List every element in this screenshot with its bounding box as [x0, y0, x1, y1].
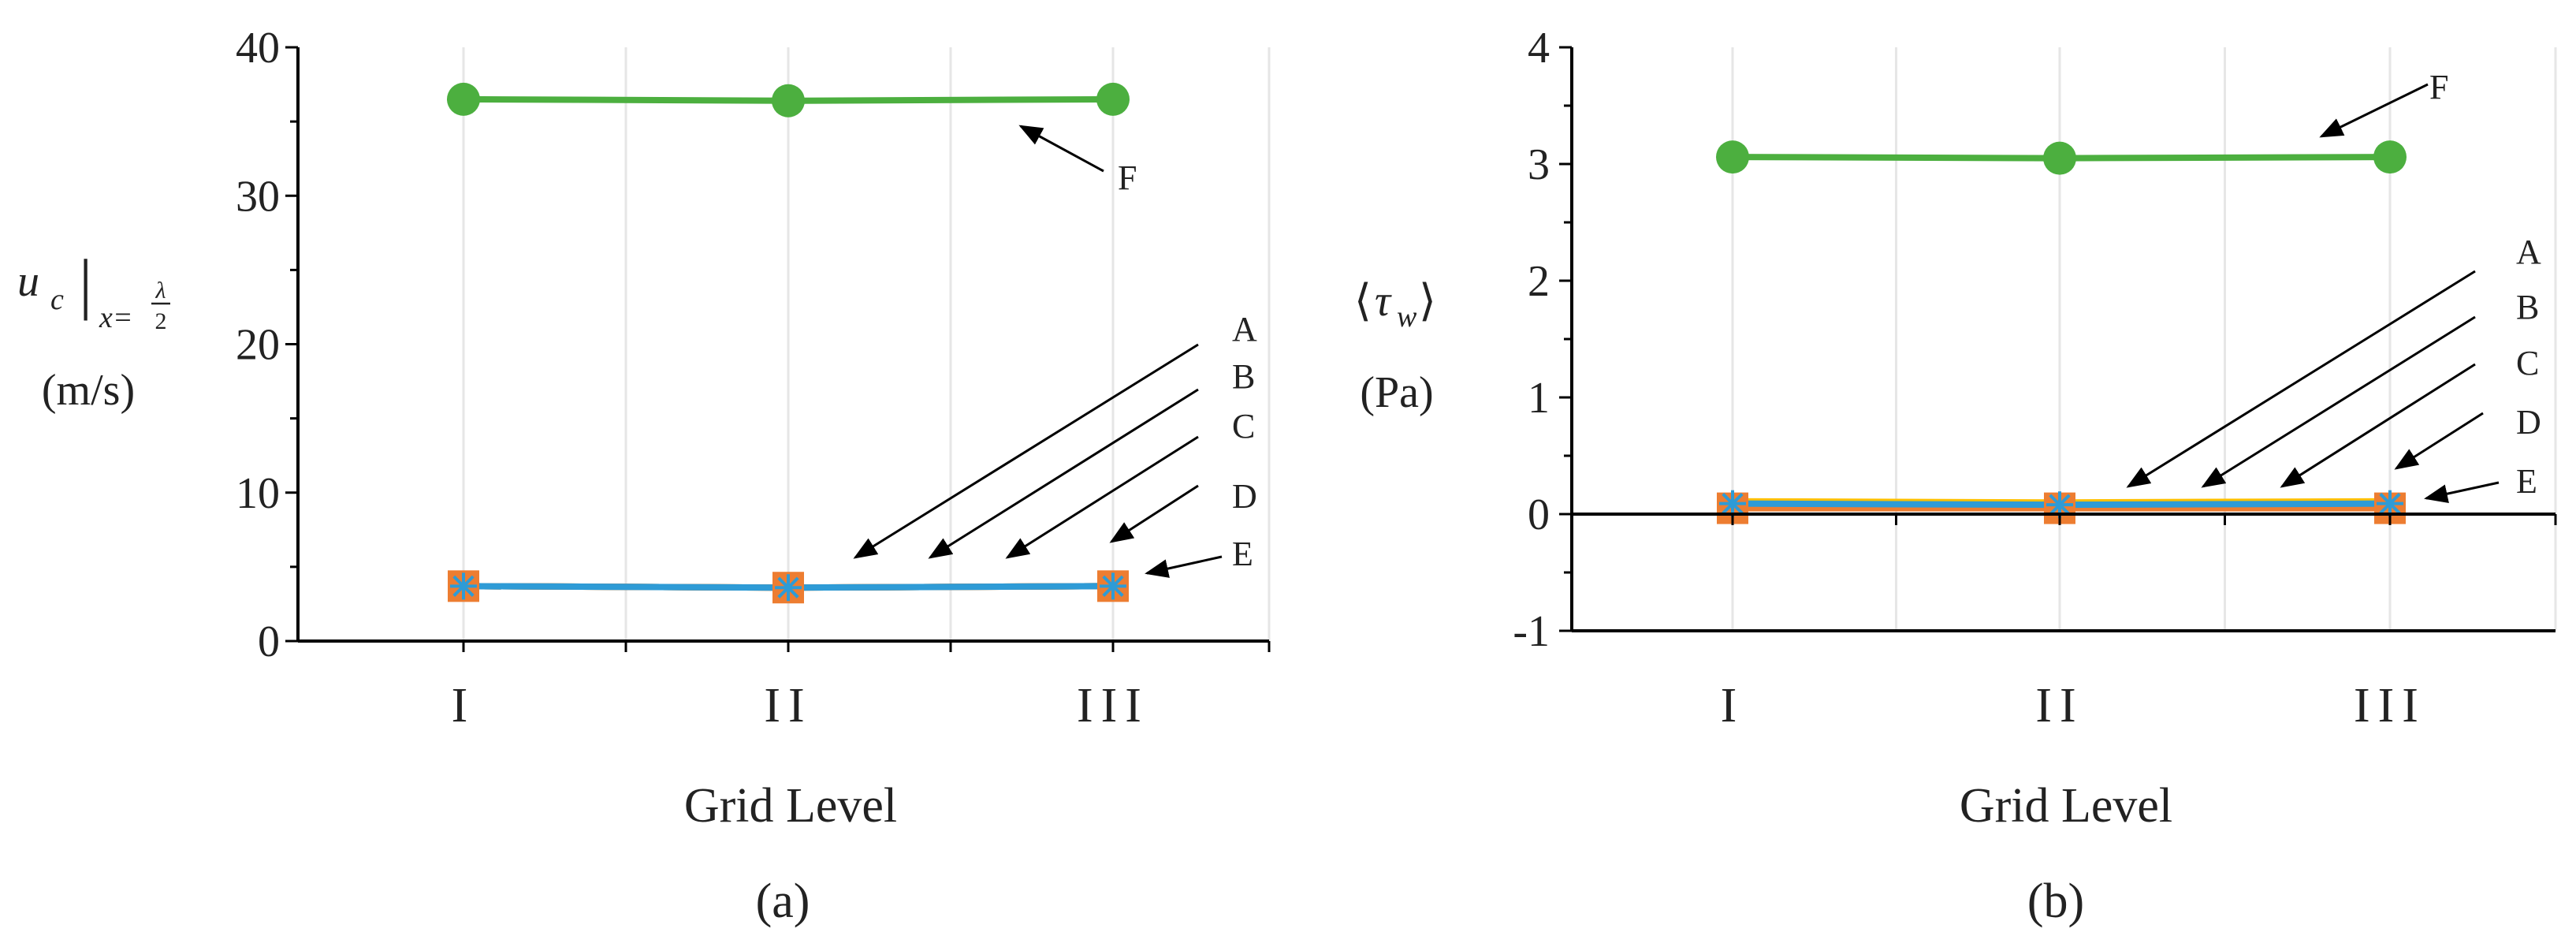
- chart-b-callouts: A B C D E F: [2126, 68, 2541, 503]
- callout-b-arrow-A: [2126, 270, 2476, 488]
- y-tick-label-a-1: 10: [236, 469, 280, 518]
- y-tick-label-b-4: 3: [1528, 140, 1550, 189]
- chart-b-y-axis-label: ⟨ τ w ⟩ (Pa): [1354, 277, 1436, 417]
- ylabel-b-subscript: w: [1397, 300, 1417, 334]
- callout-a-label-F: F: [1118, 158, 1137, 197]
- callout-a-arrow-B: [928, 388, 1199, 559]
- ylabel-b-units: (Pa): [1360, 368, 1433, 417]
- x-tick-label-a-1: II: [764, 679, 812, 733]
- callout-a-label-B: B: [1232, 357, 1255, 396]
- ylabel-a-symbol: u: [17, 257, 39, 306]
- chart-a-x-axis-title: Grid Level: [684, 779, 897, 833]
- x-tick-label-b-1: II: [2035, 679, 2083, 733]
- callout-b-arrow-D: [2394, 412, 2484, 470]
- ylabel-b-right-bracket: ⟩: [1419, 277, 1436, 326]
- ylabel-b-left-bracket: ⟨: [1354, 277, 1372, 326]
- ylabel-a-frac-numerator: λ: [155, 278, 166, 304]
- data-point-a-E-2: [1100, 572, 1126, 600]
- y-tick-label-b-1: 0: [1528, 490, 1550, 539]
- ylabel-a-units: (m/s): [42, 366, 135, 415]
- callout-a-arrow-D: [1109, 484, 1199, 543]
- chart-b-series: [1716, 140, 2407, 524]
- data-point-a-F-1: [772, 84, 805, 117]
- ylabel-a-eval-bar: |: [79, 245, 92, 321]
- callout-a-label-A: A: [1232, 310, 1257, 349]
- data-point-b-F-2: [2373, 140, 2407, 174]
- callout-b-label-C: C: [2516, 344, 2539, 382]
- ylabel-a-subscript-x: x=: [99, 301, 133, 334]
- chart-a-y-axis-label: u c | x= λ 2 (m/s): [17, 245, 170, 415]
- chart-a-callouts: A B C D E F: [853, 125, 1257, 578]
- x-tick-label-b-2: III: [2354, 679, 2426, 733]
- data-point-a-E-1: [775, 574, 802, 602]
- data-point-b-F-1: [2043, 141, 2076, 175]
- chart-a-axes: [285, 46, 1271, 652]
- chart-b-x-axis-title: Grid Level: [1960, 779, 2172, 833]
- callout-b-label-B: B: [2516, 288, 2539, 326]
- callout-a-label-C: C: [1232, 407, 1255, 446]
- ylabel-a-subscript-c: c: [50, 283, 64, 316]
- data-point-b-F-0: [1716, 140, 1749, 174]
- callout-b-label-A: A: [2516, 233, 2541, 271]
- chart-a-series: [447, 82, 1130, 604]
- x-tick-label-b-0: I: [1721, 679, 1745, 733]
- callout-a-label-E: E: [1232, 535, 1253, 573]
- chart-b-gridlines: [1731, 47, 2557, 631]
- callout-a-arrow-E: [1145, 555, 1223, 578]
- data-point-a-F-2: [1096, 82, 1130, 116]
- chart-a-gridlines: [462, 47, 1271, 641]
- y-tick-label-a-4: 40: [236, 24, 280, 73]
- data-point-a-E-0: [450, 572, 477, 600]
- callout-b-label-F: F: [2429, 68, 2448, 106]
- chart-b-axes: [1559, 46, 2557, 632]
- y-tick-label-b-3: 2: [1528, 257, 1550, 306]
- callout-a-arrow-C: [1005, 435, 1199, 559]
- callout-b-arrow-E: [2424, 481, 2500, 503]
- y-tick-label-a-2: 20: [236, 321, 280, 370]
- ylabel-b-symbol: τ: [1375, 277, 1392, 326]
- y-tick-label-b-5: 4: [1528, 24, 1550, 73]
- callout-b-label-D: D: [2516, 403, 2541, 442]
- callout-a-arrow-A: [853, 343, 1199, 559]
- x-tick-label-a-0: I: [452, 679, 476, 733]
- y-tick-label-b-0: -1: [1513, 607, 1550, 656]
- data-point-b-E-0: [1719, 490, 1746, 517]
- panel-a-tag: (a): [756, 874, 810, 928]
- y-tick-label-b-2: 1: [1528, 374, 1550, 423]
- data-point-a-F-0: [447, 82, 480, 116]
- callout-b-arrow-C: [2280, 363, 2476, 488]
- panel-b-tag: (b): [2027, 874, 2084, 928]
- y-tick-label-a-3: 30: [236, 172, 280, 221]
- callout-b-label-E: E: [2516, 462, 2537, 501]
- y-tick-label-a-0: 0: [258, 617, 280, 666]
- callout-a-label-D: D: [1232, 477, 1257, 516]
- callout-b-arrow-B: [2201, 315, 2476, 488]
- x-tick-label-a-2: III: [1077, 679, 1149, 733]
- ylabel-a-frac-denominator: 2: [155, 308, 167, 334]
- callout-b-arrow-F: [2319, 83, 2429, 138]
- callout-a-arrow-F: [1018, 125, 1104, 173]
